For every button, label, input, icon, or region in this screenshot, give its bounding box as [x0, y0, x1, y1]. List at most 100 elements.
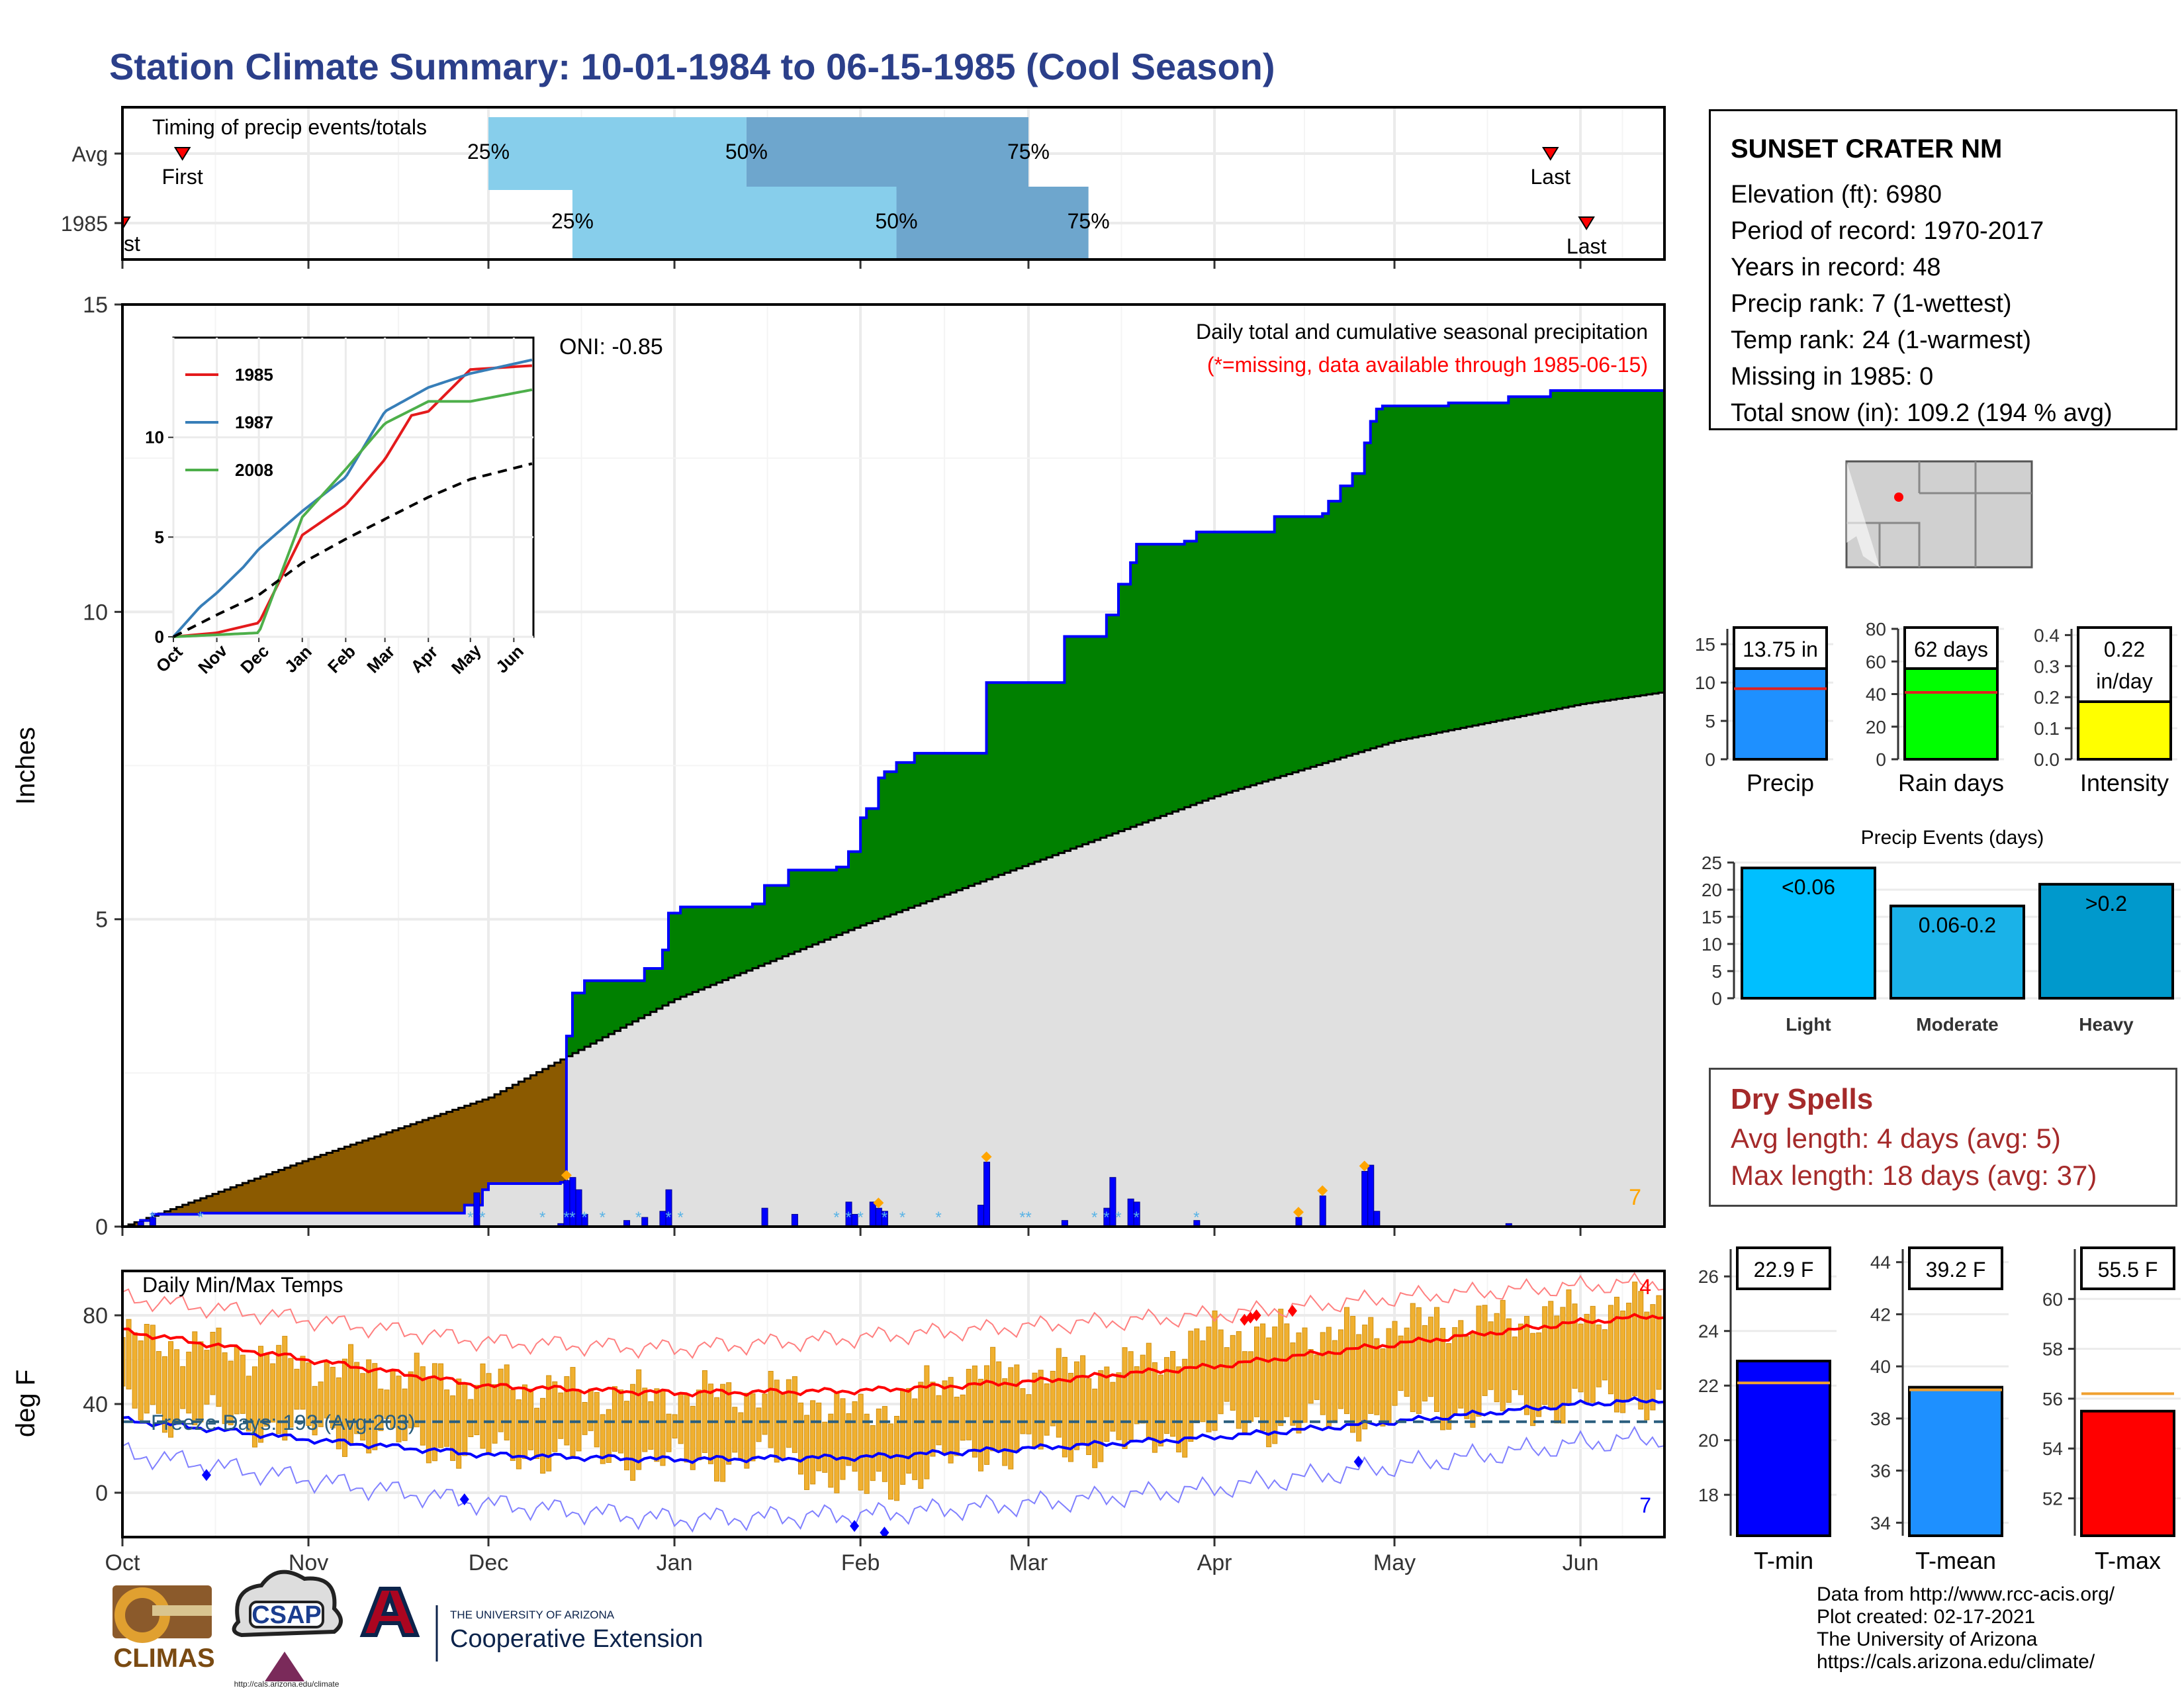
- daily-temp-bar: [1284, 1323, 1290, 1417]
- daily-temp-bar: [696, 1389, 702, 1460]
- state-map: [1845, 460, 2033, 569]
- tmean-y-tick-label: 36: [1870, 1461, 1891, 1481]
- daily-temp-bar: [558, 1392, 564, 1439]
- rain_days-value-box: [1903, 626, 1999, 670]
- cum-frame: [121, 303, 1666, 1228]
- daily-temp-bar: [1458, 1320, 1464, 1409]
- daily-temp-bar: [1428, 1317, 1433, 1397]
- record-high-marker: [1287, 1305, 1297, 1317]
- inset-average-line: [173, 462, 533, 638]
- daily-temp-bar: [504, 1364, 510, 1440]
- daily-temp-bar: [1098, 1370, 1104, 1462]
- daily-temp-bar: [702, 1370, 707, 1453]
- timing-row-label: 1985: [61, 212, 108, 236]
- observed-cumulative-line: [122, 389, 1664, 1227]
- daily-temp-bar: [978, 1378, 983, 1472]
- tmean-y-tick-label: 40: [1870, 1356, 1891, 1377]
- daily-temp-bar: [1086, 1378, 1092, 1455]
- daily-temp-bar: [630, 1383, 636, 1481]
- daily-temp-bar: [636, 1369, 642, 1470]
- daily-temp-bar: [840, 1398, 846, 1480]
- daily-temp-bar: [1254, 1327, 1260, 1417]
- record-low-marker: [850, 1520, 860, 1532]
- daily-temp-bar: [246, 1376, 251, 1432]
- daily-temp-bar: [936, 1395, 942, 1446]
- snow-day-marker: *: [635, 1209, 641, 1227]
- record-max-line: [122, 1272, 1664, 1360]
- inset-frame: [172, 336, 535, 638]
- avg-cumulative-line: [122, 691, 1664, 1227]
- daily-temp-bar: [690, 1405, 696, 1470]
- daily-temp-bar: [306, 1362, 312, 1427]
- daily-temp-bar: [1038, 1370, 1044, 1450]
- daily-precip-bar: [1319, 1196, 1326, 1227]
- snow-day-marker: *: [845, 1209, 851, 1227]
- y-tick-label: 0: [95, 1481, 108, 1506]
- university-of-arizona-logo: THE UNIVERSITY OF ARIZONA Cooperative Ex…: [359, 1587, 703, 1662]
- station-temp-rank: Temp rank: 24 (1-warmest): [1731, 326, 2032, 354]
- timing-label-50: 50%: [725, 140, 768, 164]
- timing-bar-50-75: [746, 117, 1028, 190]
- daily-temp-bar: [546, 1375, 552, 1472]
- station-elevation: Elevation (ft): 6980: [1731, 181, 1942, 209]
- x-tick-label: Jun: [1563, 1550, 1599, 1575]
- record-low-marker: [201, 1469, 211, 1481]
- tmin-y-tick-label: 22: [1698, 1376, 1719, 1396]
- timing-title: Timing of precip events/totals: [152, 115, 427, 139]
- tmean-bar: [1908, 1385, 2003, 1537]
- daily-temp-bar: [1290, 1342, 1296, 1426]
- daily-temp-bar: [570, 1367, 576, 1457]
- daily-precip-bar: [623, 1220, 631, 1227]
- tmin-value-label: 22.9 F: [1754, 1258, 1814, 1282]
- inset-series-line-1985: [173, 364, 533, 638]
- intensity-value-label: 0.22: [2104, 637, 2145, 661]
- daily-temp-bar: [1236, 1331, 1242, 1429]
- logos: CLIMAS CSAP http://cals.arizona.edu/clim…: [113, 1570, 703, 1688]
- daily-temp-bar: [1560, 1307, 1566, 1424]
- dry-spells-box: Dry Spells Avg length: 4 days (avg: 5) M…: [1709, 1068, 2177, 1207]
- station-years: Years in record: 48: [1731, 254, 1941, 281]
- precip_total-y-tick-label: 15: [1695, 634, 1715, 655]
- daily-temp-bar: [1362, 1325, 1368, 1430]
- station-total-snow: Total snow (in): 109.2 (194 % avg): [1731, 399, 2113, 427]
- tmin-bar: [1736, 1360, 1831, 1537]
- daily-temp-bar: [804, 1415, 810, 1490]
- events-category-label: Heavy: [2079, 1014, 2134, 1035]
- credit-url: https://cals.arizona.edu/climate/: [1817, 1651, 2095, 1673]
- daily-temp-bar: [1110, 1382, 1116, 1432]
- record-day-marker: [873, 1197, 884, 1209]
- daily-temp-bar: [966, 1368, 972, 1440]
- timing-frame: [121, 106, 1666, 261]
- station-period: Period of record: 1970-2017: [1731, 217, 2044, 245]
- climas-logo-text: CLIMAS: [113, 1644, 214, 1673]
- daily-temp-bar: [1500, 1299, 1506, 1411]
- last-event-label: Last: [1531, 165, 1571, 189]
- daily-temp-bar: [954, 1397, 960, 1456]
- tmin-category-label: T-min: [1754, 1547, 1813, 1574]
- daily-temp-bar: [210, 1331, 216, 1395]
- station-name: SUNSET CRATER NM: [1731, 134, 2003, 164]
- cum-areas: * * * * * * * * * * * * * * * * * * * * * * * * *: [122, 389, 1664, 1227]
- precip_total-y-tick-label: 5: [1705, 711, 1715, 731]
- daily-temp-bar: [1326, 1327, 1332, 1427]
- events-category-label: Moderate: [1916, 1014, 1998, 1035]
- daily-temp-bar: [1398, 1335, 1404, 1391]
- events-bar-label: 0.06-0.2: [1919, 914, 1996, 937]
- daily-precip-bar: [1505, 1223, 1512, 1227]
- daily-temp-bar: [156, 1351, 161, 1414]
- daily-temp-bar: [300, 1356, 306, 1410]
- daily-temp-bar: [1146, 1342, 1152, 1440]
- daily-temp-bar: [876, 1408, 882, 1472]
- daily-temp-bar: [984, 1365, 990, 1465]
- daily-temp-bar: [402, 1388, 408, 1441]
- daily-temp-bar: [378, 1388, 384, 1431]
- events-y-tick-label: 15: [1702, 907, 1722, 927]
- snow-day-marker: *: [150, 1209, 156, 1227]
- daily-temp-bar: [1368, 1317, 1374, 1414]
- record-day-marker: [1293, 1207, 1304, 1218]
- daily-temp-bar: [1122, 1347, 1128, 1449]
- daily-temp-bar: [942, 1380, 948, 1454]
- daily-precip-bar: [1373, 1211, 1381, 1227]
- daily-temp-bar: [468, 1399, 474, 1437]
